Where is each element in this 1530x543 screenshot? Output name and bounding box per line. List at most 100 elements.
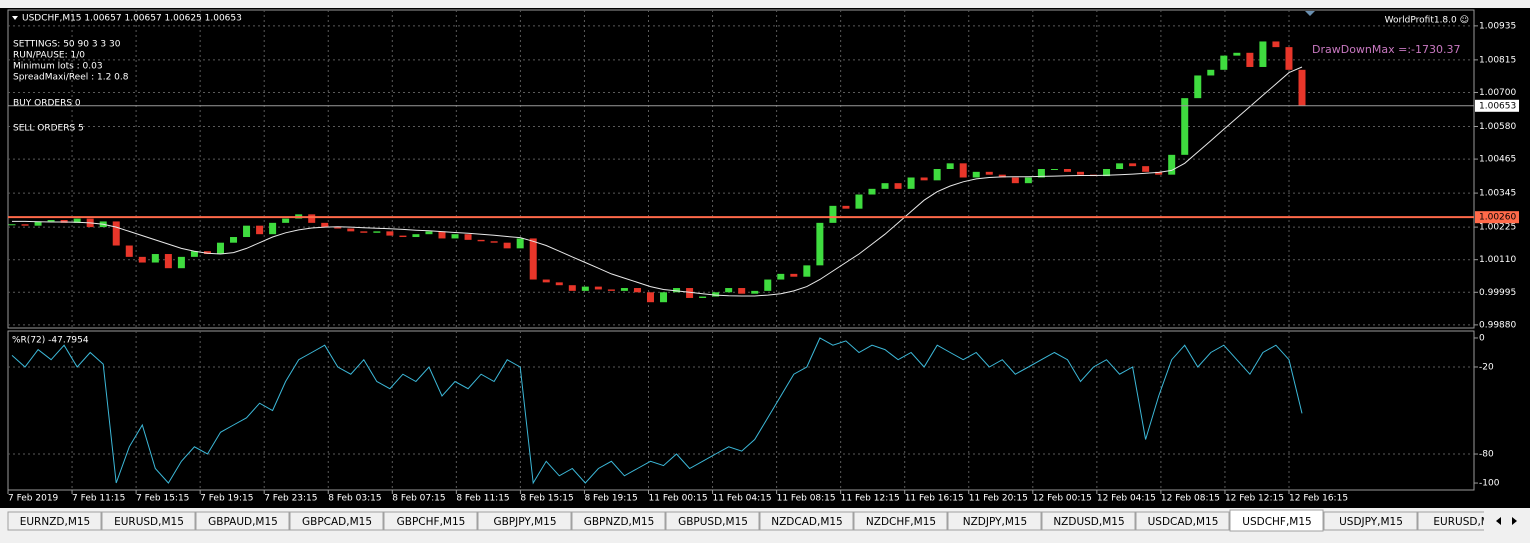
candle [868, 188, 876, 195]
symbol-tab-label[interactable]: EURNZD,M15 [20, 516, 91, 528]
candle [256, 225, 264, 235]
symbol-tab-label[interactable]: EURUSD,M1 [1433, 516, 1496, 528]
level-label-box [1475, 211, 1519, 224]
symbol-tab[interactable] [101, 511, 196, 531]
candle [607, 289, 615, 291]
candle [660, 292, 668, 303]
y-tick-label: 1.00110 [1479, 255, 1516, 265]
symbol-tab[interactable] [1229, 509, 1324, 532]
symbol-tab[interactable] [571, 511, 666, 531]
candle [1168, 154, 1176, 175]
x-tick-label: 12 Feb 00:15 [1033, 494, 1092, 504]
symbol-tab-label[interactable]: EURUSD,M15 [114, 516, 184, 528]
symbol-tab-label[interactable]: NZDJPY,M15 [963, 516, 1028, 528]
x-tick-label: 7 Feb 2019 [8, 494, 59, 504]
drawdown-label: DrawDownMax =:-1730.37 [1312, 43, 1461, 56]
symbol-tab-label[interactable]: GBPUSD,M15 [678, 516, 748, 528]
candle [803, 265, 811, 277]
x-tick-label: 8 Feb 07:15 [392, 494, 445, 504]
candle [386, 231, 394, 236]
candle [946, 163, 954, 169]
symbol-tab[interactable] [1323, 511, 1418, 531]
candle [164, 254, 172, 269]
indicator-label: %R(72) -47.7954 [12, 336, 89, 346]
sell-orders: SELL ORDERS 5 [13, 124, 84, 134]
symbol-tab-label[interactable]: GBPCAD,M15 [302, 516, 372, 528]
candle [1037, 169, 1045, 178]
candle [451, 234, 459, 239]
candle [842, 205, 850, 209]
menu-arrow[interactable] [12, 16, 18, 20]
symbol-tab[interactable] [195, 511, 290, 531]
symbol-tab-label[interactable]: USDCHF,M15 [1242, 516, 1311, 528]
candle [751, 290, 759, 294]
candle [151, 254, 159, 263]
symbol-tab-label[interactable]: NZDUSD,M15 [1053, 516, 1124, 528]
symbol-tab-label[interactable]: USDCAD,M15 [1148, 516, 1219, 528]
symbol-tab-label[interactable]: GBPCHF,M15 [397, 516, 466, 528]
symbol-tab[interactable] [759, 511, 854, 531]
symbol-tab-label[interactable]: GBPJPY,M15 [493, 516, 556, 528]
y-tick-label: 1.00815 [1479, 55, 1516, 65]
candle [308, 214, 316, 223]
candle [8, 224, 16, 226]
candle [1194, 75, 1202, 99]
x-tick-label: 11 Feb 16:15 [905, 494, 964, 504]
indicator-line [11, 337, 1303, 485]
x-tick-label: 8 Feb 19:15 [584, 494, 637, 504]
x-tick-label: 12 Feb 16:15 [1289, 494, 1348, 504]
settings-line: RUN/PAUSE: 1/0 [13, 51, 85, 61]
candle [243, 225, 251, 238]
x-tick-label: 11 Feb 04:15 [713, 494, 772, 504]
indicator-pane [7, 330, 1475, 491]
candle [1259, 41, 1267, 67]
symbol-tab[interactable] [477, 511, 572, 531]
y-tick-label: 1.00465 [1479, 155, 1516, 165]
candle [764, 279, 772, 291]
candle [203, 251, 211, 255]
candle [21, 224, 29, 226]
symbol-tab-label[interactable]: GBPAUD,M15 [208, 516, 278, 528]
candle [334, 227, 342, 229]
x-tick-label: 7 Feb 15:15 [136, 494, 189, 504]
symbol-tab-label[interactable]: GBPNZD,M15 [584, 516, 655, 528]
tab-scroll-right[interactable] [1512, 517, 1517, 525]
candle [503, 242, 511, 249]
x-tick-label: 11 Feb 08:15 [777, 494, 836, 504]
symbol-tab[interactable] [853, 511, 948, 531]
y-tick-label: 0.99880 [1479, 320, 1516, 330]
symbol-title: USDCHF,M15 1.00657 1.00657 1.00625 1.006… [22, 14, 242, 24]
symbol-tab[interactable] [1135, 511, 1230, 531]
candle [972, 171, 980, 178]
candle [230, 237, 238, 243]
candle [73, 218, 81, 223]
candle [777, 273, 785, 280]
candle [725, 288, 733, 293]
symbol-tab[interactable] [665, 511, 760, 531]
y-tick-label: -20 [1479, 362, 1494, 372]
candle [1155, 171, 1163, 175]
tab-scroll-left[interactable] [1496, 517, 1501, 525]
settings-line: SpreadMaxi/Reel : 1.2 0.8 [13, 73, 129, 83]
symbol-tab[interactable] [1041, 511, 1136, 531]
x-tick-label: 11 Feb 20:15 [969, 494, 1028, 504]
bid-label-box [1475, 99, 1519, 112]
candle [1129, 163, 1137, 167]
candle [269, 222, 277, 235]
symbol-tab-label[interactable]: USDJPY,M15 [1339, 516, 1403, 528]
candle [47, 220, 55, 222]
candle [699, 296, 707, 298]
candle [790, 273, 798, 277]
y-tick-label: -80 [1479, 450, 1494, 460]
symbol-tab[interactable] [383, 511, 478, 531]
x-tick-label: 12 Feb 04:15 [1097, 494, 1156, 504]
symbol-tab[interactable] [289, 511, 384, 531]
symbol-tab-label[interactable]: NZDCHF,M15 [866, 516, 936, 528]
tab-scroll-area [1484, 511, 1530, 531]
expert-name: WorldProfit1.8.0 ☺ [1385, 15, 1469, 26]
symbol-tab-label[interactable]: NZDCAD,M15 [771, 516, 843, 528]
symbol-tab[interactable] [947, 511, 1042, 531]
symbol-tab[interactable] [7, 511, 102, 531]
